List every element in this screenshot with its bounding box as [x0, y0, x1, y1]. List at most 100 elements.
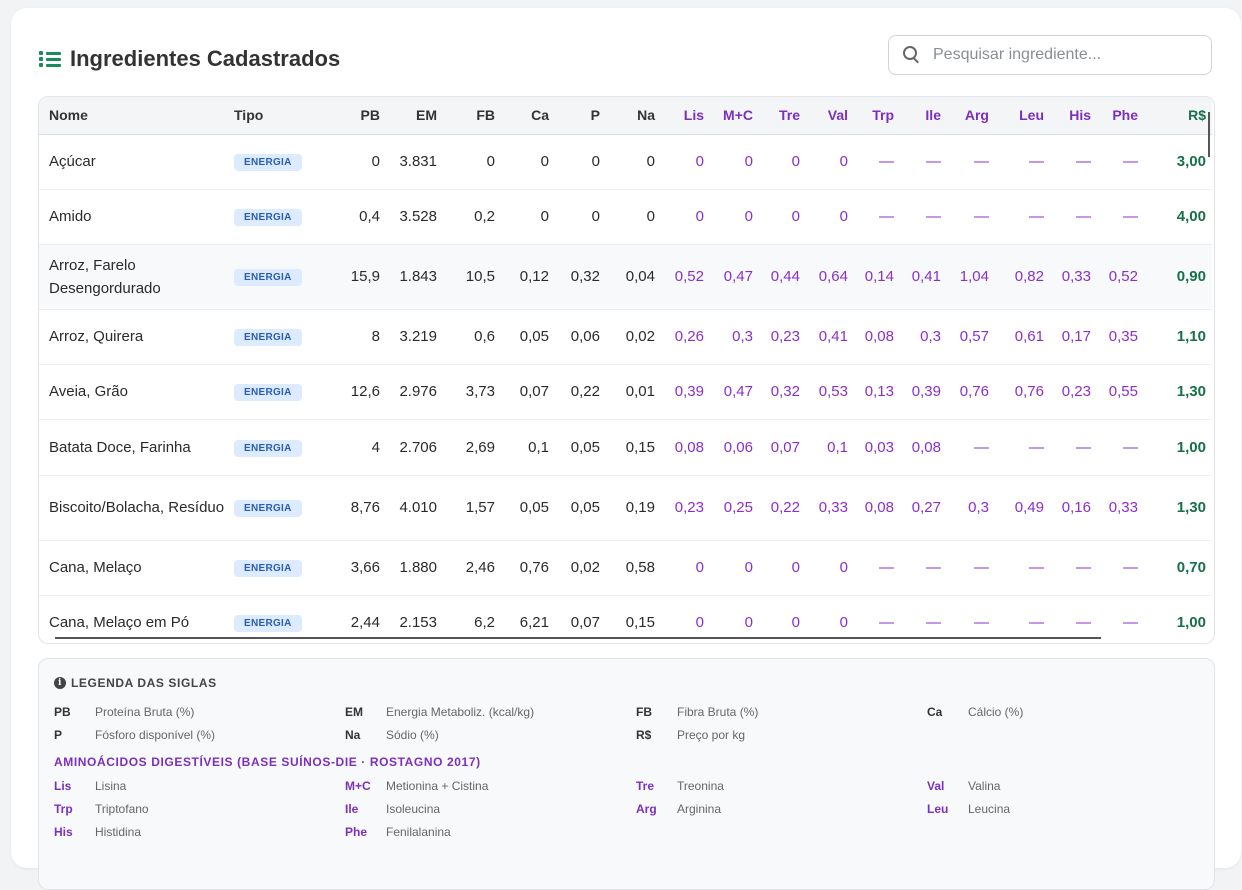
cell-pb: 0,4	[334, 189, 386, 245]
cell-phe: 0,35	[1097, 309, 1144, 365]
cell-em: 1.880	[386, 540, 443, 596]
table-row[interactable]: Açúcar ENERGIA 0 3.831 0 0 0 0 0 0 0 0— — — — — —3,00	[39, 134, 1212, 190]
cell-leu: —	[995, 540, 1050, 596]
cell-na: 0,15	[606, 419, 661, 476]
cell-arg: 1,04	[947, 244, 995, 310]
cell-his: —	[1050, 419, 1097, 476]
cell-leu: —	[995, 595, 1050, 643]
column-header-preco[interactable]: R$	[1144, 97, 1212, 135]
cell-mc: 0	[710, 595, 759, 643]
ingredients-table-container[interactable]: Nome Tipo PB EM FB Ca P Na Lis M+C Tre Val Trp Ile Arg…	[38, 96, 1215, 644]
column-header-his[interactable]: His	[1050, 97, 1097, 135]
type-badge: ENERGIA	[234, 615, 302, 632]
legend-desc: Valina	[968, 779, 1001, 793]
column-header-trp[interactable]: Trp	[854, 97, 900, 135]
cell-tre: 0,44	[759, 244, 806, 310]
column-header-p[interactable]: P	[555, 97, 606, 135]
cell-lis: 0	[661, 134, 710, 190]
type-badge: ENERGIA	[234, 384, 302, 401]
column-header-phe[interactable]: Phe	[1097, 97, 1144, 135]
cell-arg: —	[947, 189, 995, 245]
legend-header: i LEGENDA DAS SIGLAS	[54, 676, 217, 690]
legend-abbr: Leu	[927, 802, 949, 816]
cell-his: 0,33	[1050, 244, 1097, 310]
column-header-val[interactable]: Val	[806, 97, 854, 135]
column-header-pb[interactable]: PB	[334, 97, 386, 135]
vertical-scrollbar[interactable]	[1208, 112, 1210, 157]
legend-abbr: His	[54, 825, 73, 839]
cell-fb: 2,46	[443, 540, 501, 596]
cell-fb: 1,57	[443, 475, 501, 541]
cell-na: 0	[606, 189, 661, 245]
ingredient-name: Arroz, Quirera	[39, 309, 234, 365]
column-header-arg[interactable]: Arg	[947, 97, 995, 135]
column-header-ile[interactable]: Ile	[900, 97, 947, 135]
search-box[interactable]	[888, 35, 1212, 75]
type-cell: ENERGIA	[234, 134, 334, 190]
column-header-em[interactable]: EM	[386, 97, 443, 135]
cell-his: —	[1050, 134, 1097, 190]
type-cell: ENERGIA	[234, 595, 334, 643]
cell-preco: 0,90	[1144, 244, 1212, 310]
cell-em: 3.831	[386, 134, 443, 190]
cell-tre: 0,07	[759, 419, 806, 476]
legend-abbr: FB	[636, 705, 652, 719]
cell-arg: 0,3	[947, 475, 995, 541]
legend-desc: Histidina	[95, 825, 142, 839]
cell-em: 1.843	[386, 244, 443, 310]
cell-leu: 0,49	[995, 475, 1050, 541]
legend-desc: Arginina	[677, 802, 722, 816]
cell-fb: 3,73	[443, 364, 501, 420]
table-row[interactable]: Cana, Melaço ENERGIA 3,66 1.880 2,46 0,76 0,02…	[39, 540, 1212, 596]
column-header-nome[interactable]: Nome	[39, 97, 234, 135]
amino-acids-title: AMINOÁCIDOS DIGESTÍVEIS (BASE SUÍNOS-DIE…	[54, 755, 481, 769]
legend-abbr: Ca	[927, 705, 943, 719]
cell-mc: 0	[710, 189, 759, 245]
cell-ca: 0,05	[501, 309, 555, 365]
column-header-na[interactable]: Na	[606, 97, 661, 135]
type-cell: ENERGIA	[234, 419, 334, 476]
legend-abbr: P	[54, 728, 63, 742]
cell-em: 4.010	[386, 475, 443, 541]
cell-his: —	[1050, 595, 1097, 643]
cell-val: 0,41	[806, 309, 854, 365]
cell-trp: 0,03	[854, 419, 900, 476]
table-row[interactable]: Biscoito/Bolacha, Resíduo ENERGIA 8,76 4.01…	[39, 475, 1212, 541]
column-header-leu[interactable]: Leu	[995, 97, 1050, 135]
table-row[interactable]: Arroz, Farelo Desengordurado ENERGIA 15,9 1…	[39, 244, 1212, 310]
horizontal-scrollbar[interactable]	[55, 637, 1101, 639]
cell-ile: —	[900, 540, 947, 596]
table-row[interactable]: Aveia, Grão ENERGIA 12,6 2.976 3,73 0,07 0,22 0…	[39, 364, 1212, 420]
legend-desc: Fibra Bruta (%)	[677, 705, 759, 719]
search-input[interactable]	[931, 45, 1195, 65]
legend-desc: Isoleucina	[386, 802, 441, 816]
column-header-ca[interactable]: Ca	[501, 97, 555, 135]
cell-p: 0,05	[555, 419, 606, 476]
cell-p: 0	[555, 134, 606, 190]
cell-ile: —	[900, 595, 947, 643]
cell-val: 0,1	[806, 419, 854, 476]
cell-preco: 1,10	[1144, 309, 1212, 365]
table-row[interactable]: Amido ENERGIA 0,4 3.528 0,2 0 0 0 0 0 0 0— — — — — —4,00	[39, 189, 1212, 245]
legend-abbr: Phe	[345, 825, 368, 839]
type-cell: ENERGIA	[234, 364, 334, 420]
column-header-tipo[interactable]: Tipo	[234, 97, 334, 135]
table-row[interactable]: Cana, Melaço em Pó ENERGIA 2,44 2.153 6,2 6,2…	[39, 595, 1212, 643]
cell-arg: —	[947, 134, 995, 190]
cell-ile: 0,39	[900, 364, 947, 420]
cell-tre: 0	[759, 134, 806, 190]
cell-val: 0,53	[806, 364, 854, 420]
column-header-fb[interactable]: FB	[443, 97, 501, 135]
cell-mc: 0,3	[710, 309, 759, 365]
cell-mc: 0,47	[710, 364, 759, 420]
type-cell: ENERGIA	[234, 244, 334, 310]
cell-ile: 0,27	[900, 475, 947, 541]
cell-leu: —	[995, 189, 1050, 245]
cell-tre: 0	[759, 540, 806, 596]
column-header-tre[interactable]: Tre	[759, 97, 806, 135]
table-row[interactable]: Arroz, Quirera ENERGIA 8 3.219 0,6 0,05 0,06 0,…	[39, 309, 1212, 365]
column-header-mc[interactable]: M+C	[710, 97, 759, 135]
table-row[interactable]: Batata Doce, Farinha ENERGIA 4 2.706 2,69 0,1…	[39, 419, 1212, 476]
cell-fb: 6,2	[443, 595, 501, 643]
column-header-lis[interactable]: Lis	[661, 97, 710, 135]
